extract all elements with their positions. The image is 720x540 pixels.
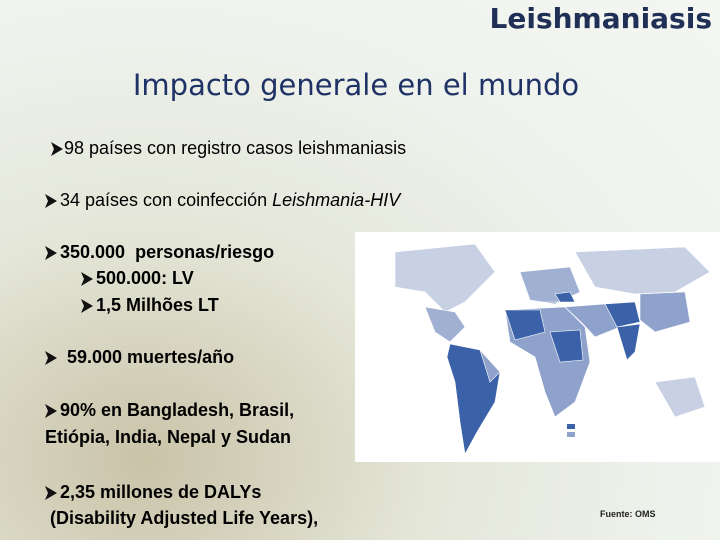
bullet-arrow	[45, 404, 57, 418]
text: 90% en Bangladesh, Brasil,	[60, 400, 295, 420]
text: 59.000 muertes/año	[62, 347, 235, 367]
bullet-arrow	[81, 299, 93, 313]
bullet-text: Etiópia, India, Nepal y Sudan	[45, 427, 291, 448]
bullet-arrow	[45, 246, 57, 260]
text: 34 países con coinfección	[60, 190, 273, 210]
bullet-text: (Disability Adjusted Life Years),	[45, 508, 318, 529]
bullet-text: 98 países con registro casos leishmanias…	[64, 138, 406, 159]
bullet-arrow	[45, 486, 57, 500]
bullet-text: 350.000 personas/riesgo	[60, 242, 274, 263]
text: 98 países con registro casos leishmanias…	[64, 138, 407, 158]
text: 1,5 Milhões LT	[96, 295, 219, 315]
source-note: Fuente: OMS	[600, 509, 656, 519]
text: Etiópia, India, Nepal y Sudan	[45, 427, 292, 447]
bullet-text: 500.000: LV	[96, 268, 194, 289]
bullet-text: 1,5 Milhões LT	[96, 295, 219, 316]
bullet-arrow	[51, 142, 63, 156]
text: (Disability Adjusted Life Years),	[45, 508, 319, 528]
title: Leishmaniasis	[489, 2, 712, 35]
bullet-text: 34 países con coinfección Leishmania-HIV	[60, 190, 400, 211]
bullet-arrow	[81, 272, 93, 286]
bullet-text: 90% en Bangladesh, Brasil,	[60, 400, 294, 421]
text: 2,35 millones de DALYs	[60, 482, 262, 502]
bullet-text: 2,35 millones de DALYs	[60, 482, 261, 503]
subtitle: Impacto generale en el mundo	[132, 68, 580, 102]
bullet-arrow	[45, 351, 57, 365]
italic-term: Leishmania-HIV	[272, 190, 401, 210]
bullet-arrow	[45, 194, 57, 208]
world-map	[355, 232, 720, 462]
text: 500.000: LV	[96, 268, 194, 288]
bullet-text: 59.000 muertes/año	[62, 347, 234, 368]
text: 350.000 personas/riesgo	[60, 242, 275, 262]
